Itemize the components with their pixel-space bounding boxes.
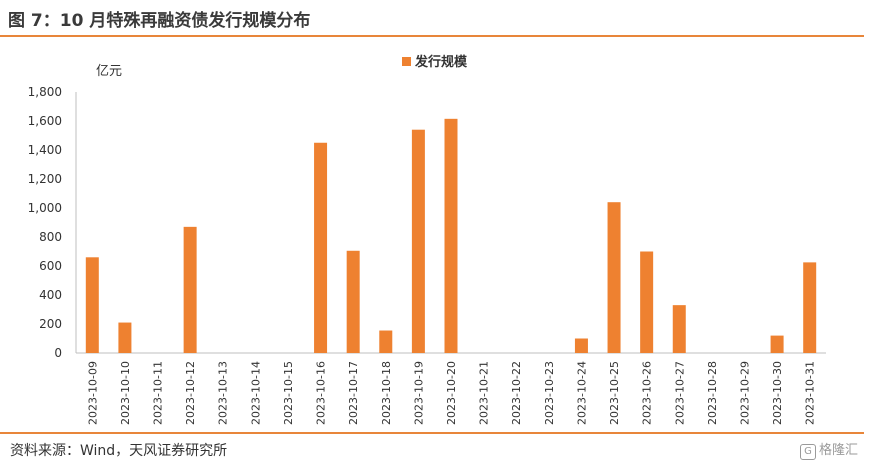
x-tick-label: 2023-10-18 — [380, 361, 393, 425]
gelonghui-logo-icon: G — [799, 444, 816, 460]
watermark: G 格隆汇 — [799, 439, 858, 460]
x-tick-label: 2023-10-25 — [608, 361, 621, 425]
x-tick-label: 2023-10-28 — [706, 361, 719, 425]
y-axis-unit-label: 亿元 — [96, 64, 122, 79]
x-tick-label: 2023-10-09 — [86, 361, 99, 425]
source-note: 资料来源：Wind，天风证券研究所 — [10, 443, 228, 459]
x-tick-label: 2023-10-13 — [217, 361, 230, 425]
y-tick-label: 800 — [39, 230, 62, 244]
x-tick-label: 2023-10-19 — [412, 361, 425, 425]
bar — [346, 250, 360, 353]
y-tick-label: 400 — [39, 288, 62, 302]
title-divider — [0, 35, 864, 37]
x-tick-label: 2023-10-14 — [249, 361, 262, 425]
watermark-text: 格隆汇 — [818, 443, 858, 458]
y-tick-label: 1,000 — [28, 201, 62, 215]
bar — [379, 330, 393, 353]
bar — [85, 257, 99, 353]
bar — [444, 118, 458, 353]
x-tick-label: 2023-10-27 — [673, 361, 686, 425]
y-tick-label: 1,400 — [28, 143, 62, 157]
x-tick-label: 2023-10-29 — [738, 361, 751, 425]
x-tick-label: 2023-10-15 — [282, 361, 295, 425]
y-tick-label: 1,800 — [28, 85, 62, 99]
x-tick-label: 2023-10-24 — [575, 361, 588, 425]
x-tick-label: 2023-10-11 — [152, 361, 165, 425]
x-tick-label: 2023-10-31 — [804, 361, 817, 425]
x-tick-label: 2023-10-17 — [347, 361, 360, 425]
bar — [118, 322, 132, 353]
bar — [607, 202, 621, 353]
y-tick-label: 600 — [39, 259, 62, 273]
y-tick-label: 0 — [54, 346, 62, 360]
legend-swatch — [402, 57, 411, 66]
footer-divider — [0, 432, 864, 434]
x-tick-label: 2023-10-23 — [543, 361, 556, 425]
bar — [314, 142, 328, 353]
x-tick-label: 2023-10-22 — [510, 361, 523, 425]
figure-title: 图 7：10 月特殊再融资债发行规模分布 — [8, 11, 311, 31]
bar — [640, 251, 654, 353]
bar — [803, 262, 817, 353]
x-tick-label: 2023-10-16 — [315, 361, 328, 425]
bar — [574, 338, 588, 353]
y-tick-label: 1,600 — [28, 114, 62, 128]
x-tick-label: 2023-10-26 — [641, 361, 654, 425]
x-tick-label: 2023-10-21 — [478, 361, 491, 425]
legend-label: 发行规模 — [414, 54, 468, 70]
x-tick-label: 2023-10-30 — [771, 361, 784, 425]
bar — [770, 335, 784, 353]
y-tick-label: 1,200 — [28, 172, 62, 186]
bar — [411, 129, 425, 353]
y-tick-label: 200 — [39, 317, 62, 331]
x-tick-label: 2023-10-12 — [184, 361, 197, 425]
bar — [183, 226, 197, 353]
x-tick-label: 2023-10-20 — [445, 361, 458, 425]
bar — [672, 305, 686, 353]
x-tick-label: 2023-10-10 — [119, 361, 132, 425]
